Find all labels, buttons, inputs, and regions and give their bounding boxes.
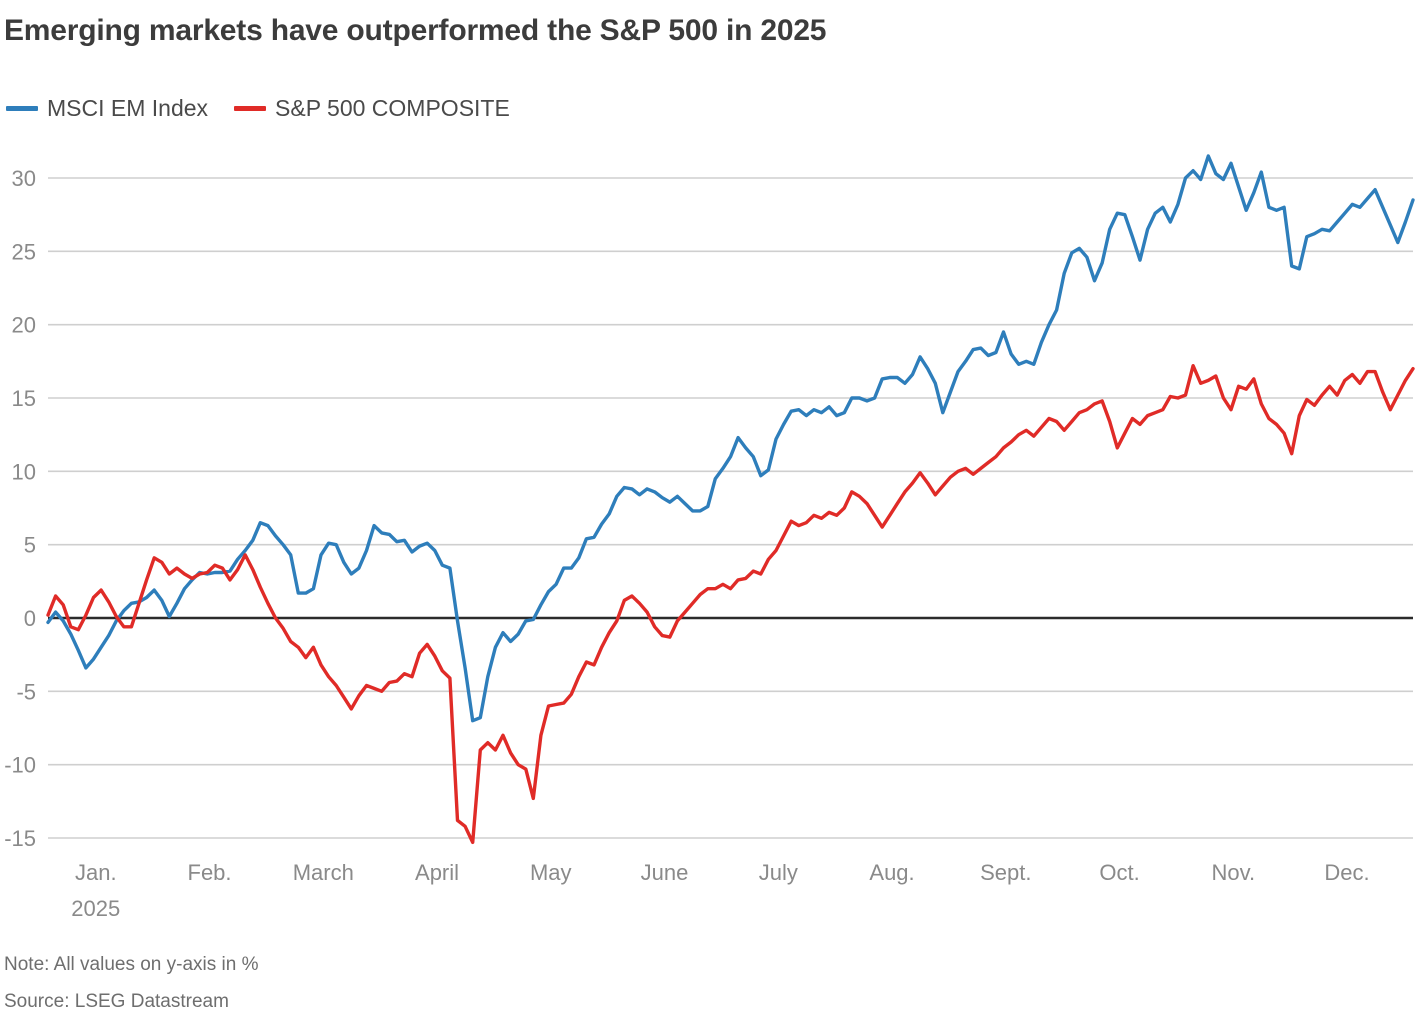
- x-tick-label: March: [293, 860, 354, 885]
- x-tick-label: Sept.: [980, 860, 1031, 885]
- y-tick-label: 30: [12, 166, 36, 191]
- x-tick-label: Feb.: [188, 860, 232, 885]
- x-tick-label: April: [415, 860, 459, 885]
- y-tick-label: 10: [12, 459, 36, 484]
- series-line-s-p-500-composite: [46, 364, 1415, 845]
- legend-label-sp500: S&P 500 COMPOSITE: [275, 94, 510, 121]
- y-tick-label: -15: [4, 826, 36, 851]
- y-tick-label: 15: [12, 386, 36, 411]
- y-tick-label: 5: [24, 533, 36, 558]
- x-tick-label: Aug.: [869, 860, 914, 885]
- line-swatch-icon: [6, 105, 38, 111]
- x-tick-label: Jan.: [75, 860, 117, 885]
- x-tick-label: Nov.: [1211, 860, 1255, 885]
- footer-source: Source: LSEG Datastream: [4, 991, 229, 1012]
- chart-legend: MSCI EM Index S&P 500 COMPOSITE: [6, 94, 510, 122]
- y-tick-label: -10: [4, 753, 36, 778]
- footer-note: Note: All values on y-axis in %: [4, 954, 259, 975]
- grid-lines: [48, 177, 1413, 839]
- y-tick-label: -5: [16, 679, 36, 704]
- chart-footer: Note: All values on y-axis in % Source: …: [4, 955, 804, 1029]
- y-axis-tick-labels: 30 25 20 15 10 5 -5 -10 -15 0: [4, 166, 36, 851]
- x-tick-label: Dec.: [1324, 860, 1369, 885]
- legend-item-sp500[interactable]: S&P 500 COMPOSITE: [234, 94, 510, 121]
- x-tick-label: Oct.: [1099, 860, 1139, 885]
- y-tick-label: 20: [12, 313, 36, 338]
- x-tick-label: May: [530, 860, 572, 885]
- legend-item-msci-em[interactable]: MSCI EM Index: [6, 94, 209, 121]
- x-tick-label: June: [641, 860, 689, 885]
- legend-label-msci-em: MSCI EM Index: [47, 94, 209, 121]
- line-swatch-icon: [234, 105, 267, 111]
- x-axis-year-label: 2025: [71, 896, 120, 921]
- series-line-msci-em-index: [46, 154, 1415, 723]
- page-title: Emerging markets have outperformed the S…: [4, 14, 827, 47]
- y-tick-label: 25: [12, 239, 36, 264]
- x-axis-tick-labels: Jan. 2025 Feb. March April May June July Aug. Sep…: [71, 860, 1369, 921]
- series-lines: [46, 154, 1415, 845]
- y-tick-label: 0: [24, 606, 36, 631]
- x-tick-label: July: [759, 860, 798, 885]
